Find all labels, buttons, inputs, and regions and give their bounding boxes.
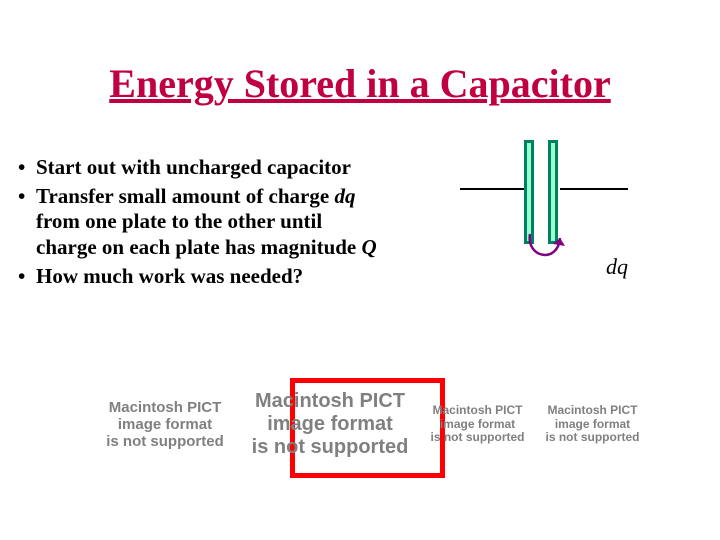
bullet-2-pre: Transfer small amount of charge	[36, 184, 334, 208]
dq-label: dq	[606, 254, 628, 280]
bullet-1: Start out with uncharged capacitor	[18, 155, 378, 180]
bullet-2-dq: dq	[334, 184, 355, 208]
pict-error-2: Macintosh PICT image format is not suppo…	[240, 390, 420, 459]
pict-error-3: Macintosh PICT image format is not suppo…	[420, 404, 535, 445]
capacitor-diagram: dq	[480, 148, 650, 308]
left-wire	[460, 188, 528, 190]
bullet-2-Q: Q	[362, 235, 377, 259]
slide-title: Energy Stored in a Capacitor	[0, 60, 720, 107]
dq-arrow	[508, 228, 588, 288]
pict-error-1: Macintosh PICT image format is not suppo…	[90, 399, 240, 451]
bullet-2-mid: from one plate to the other until charge…	[36, 209, 362, 258]
pict-error-row: Macintosh PICT image format is not suppo…	[90, 390, 650, 459]
bullet-2: Transfer small amount of charge dq from …	[18, 184, 378, 260]
pict-error-4: Macintosh PICT image format is not suppo…	[535, 404, 650, 445]
right-wire	[560, 188, 628, 190]
bullet-3: How much work was needed?	[18, 264, 378, 289]
bullet-list: Start out with uncharged capacitor Trans…	[18, 155, 378, 293]
